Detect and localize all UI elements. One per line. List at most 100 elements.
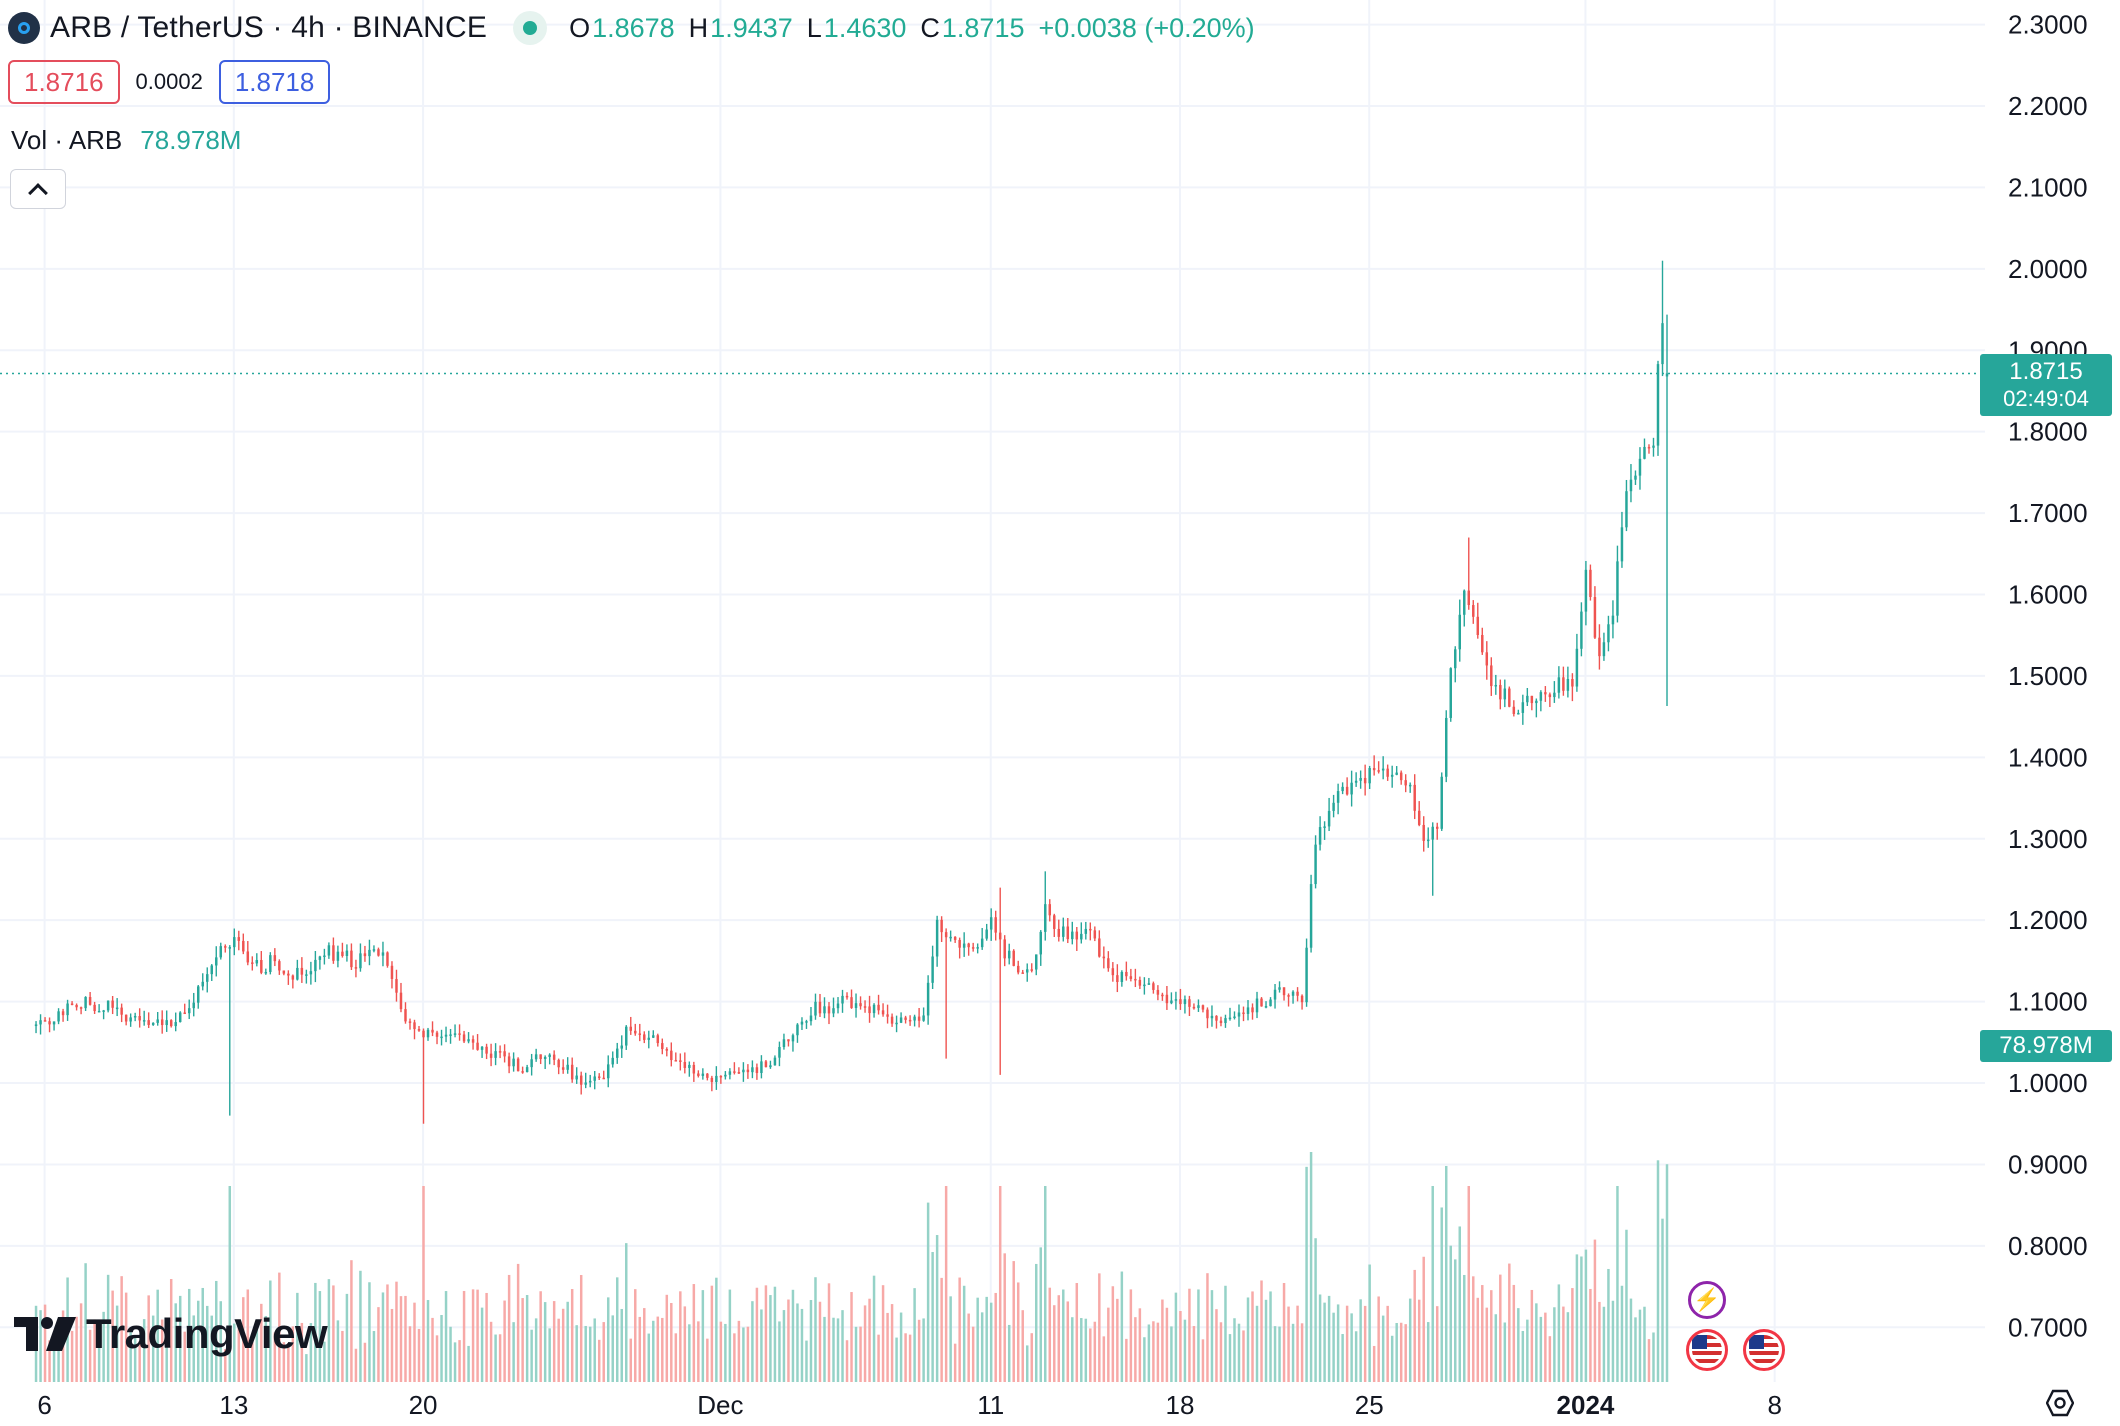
candle-body — [1399, 772, 1403, 781]
candle-body — [620, 1045, 623, 1049]
volume-bar — [88, 1329, 92, 1382]
candle-body — [142, 1020, 146, 1022]
buy-price-button[interactable]: 1.8718 — [218, 60, 331, 104]
candle-body — [1071, 931, 1074, 940]
candle-body — [1472, 605, 1475, 617]
candle-body — [809, 1015, 813, 1022]
volume-bar — [1499, 1274, 1502, 1382]
volume-bar — [1098, 1273, 1101, 1382]
collapse-legend-button[interactable] — [10, 169, 66, 209]
us-flag-icon[interactable] — [1743, 1329, 1785, 1371]
lightning-icon[interactable]: ⚡ — [1688, 1281, 1726, 1319]
candle-body — [377, 949, 380, 956]
candle-body — [940, 919, 943, 933]
candle-body — [543, 1056, 547, 1060]
volume-bar — [1476, 1297, 1480, 1382]
candle-body — [138, 1016, 141, 1021]
candle-body — [773, 1057, 777, 1066]
volume-bar — [1174, 1292, 1178, 1382]
volume-bar — [629, 1338, 632, 1382]
volume-bar — [782, 1310, 786, 1382]
volume-bar — [1629, 1298, 1633, 1382]
symbol-title[interactable]: ARB / TetherUS · 4h · BINANCE — [50, 11, 488, 44]
price-axis[interactable]: 2.30002.20002.10002.00001.90001.80001.70… — [2008, 10, 2088, 1343]
candle-body — [124, 1014, 128, 1022]
candle-body — [1656, 364, 1660, 446]
tradingview-watermark[interactable]: TradingView — [14, 1310, 328, 1358]
candle-body — [183, 1012, 186, 1014]
candle-body — [1156, 989, 1160, 995]
candle-body — [958, 939, 961, 948]
volume-bar — [602, 1322, 605, 1382]
volume-bar — [1300, 1323, 1304, 1382]
volume-bar — [1458, 1226, 1461, 1382]
volume-bar — [201, 1287, 204, 1382]
candle-body — [1300, 995, 1304, 1003]
sell-price-button[interactable]: 1.8716 — [8, 60, 120, 104]
volume-bar — [922, 1318, 925, 1382]
candle-body — [1016, 965, 1020, 973]
candle-body — [841, 995, 844, 1004]
volume-bar — [350, 1260, 353, 1382]
us-flag-icon[interactable] — [1686, 1329, 1728, 1371]
candle-body — [147, 1020, 150, 1025]
candle-body — [1007, 950, 1011, 959]
candle-body — [1192, 1006, 1196, 1009]
volume-bar — [1620, 1285, 1624, 1382]
time-axis[interactable]: 6 13 20 Dec 11 18 25 2024 8 — [37, 1390, 1782, 1420]
volume-bar — [206, 1305, 209, 1382]
volume-bar — [476, 1289, 479, 1382]
candle-body — [363, 953, 367, 957]
volume-bar — [773, 1286, 777, 1382]
settings-icon[interactable] — [2046, 1389, 2074, 1417]
candle-body — [1048, 904, 1052, 916]
volume-bar — [575, 1325, 578, 1382]
volume-bar — [1215, 1309, 1218, 1382]
volume-bar — [1305, 1166, 1308, 1382]
candle-body — [120, 1007, 123, 1015]
candle-body — [1170, 1000, 1173, 1004]
candle-body — [800, 1021, 804, 1025]
volume-bar — [1431, 1186, 1434, 1382]
candle-body — [291, 975, 295, 980]
candle-body — [1377, 770, 1380, 772]
volume-bar — [656, 1316, 660, 1382]
candle-body — [1413, 784, 1416, 811]
candle-body — [1526, 695, 1529, 703]
candle-body — [1602, 642, 1606, 657]
candle-body — [1107, 958, 1110, 969]
volume-bar — [625, 1243, 628, 1382]
volume-bar — [935, 1235, 939, 1382]
volume-bar — [895, 1337, 898, 1382]
volume-bar — [1435, 1306, 1439, 1382]
candle-body — [404, 1009, 407, 1022]
candle-body — [746, 1069, 750, 1073]
candle-body — [818, 1001, 822, 1014]
candle-body — [489, 1053, 493, 1058]
candle-body — [1440, 776, 1443, 829]
volume-bar — [458, 1340, 461, 1382]
market-status-icon[interactable] — [513, 11, 548, 45]
candle-body — [1260, 998, 1263, 1007]
volume-legend[interactable]: Vol · ARB 78.978M — [11, 125, 241, 156]
volume-bar — [1336, 1304, 1340, 1382]
volume-bar — [1192, 1326, 1196, 1382]
volume-bar — [746, 1326, 750, 1382]
volume-legend-value: 78.978M — [140, 125, 242, 155]
volume-bar — [269, 1280, 272, 1382]
candle-body — [1296, 991, 1299, 996]
volume-bar — [1593, 1239, 1597, 1382]
volume-bar — [859, 1326, 862, 1382]
low-value: 1.4630 — [823, 12, 907, 43]
volume-bar — [1084, 1318, 1088, 1382]
candle-body — [1125, 971, 1128, 977]
volume-bar — [1269, 1291, 1272, 1382]
volume-bar — [251, 1334, 254, 1382]
candle-body — [1557, 677, 1561, 693]
candle-body — [1517, 712, 1520, 715]
volume-bar — [363, 1342, 367, 1382]
volume-bar — [386, 1284, 389, 1382]
volume-bar — [260, 1303, 263, 1382]
candle-body — [296, 967, 299, 980]
